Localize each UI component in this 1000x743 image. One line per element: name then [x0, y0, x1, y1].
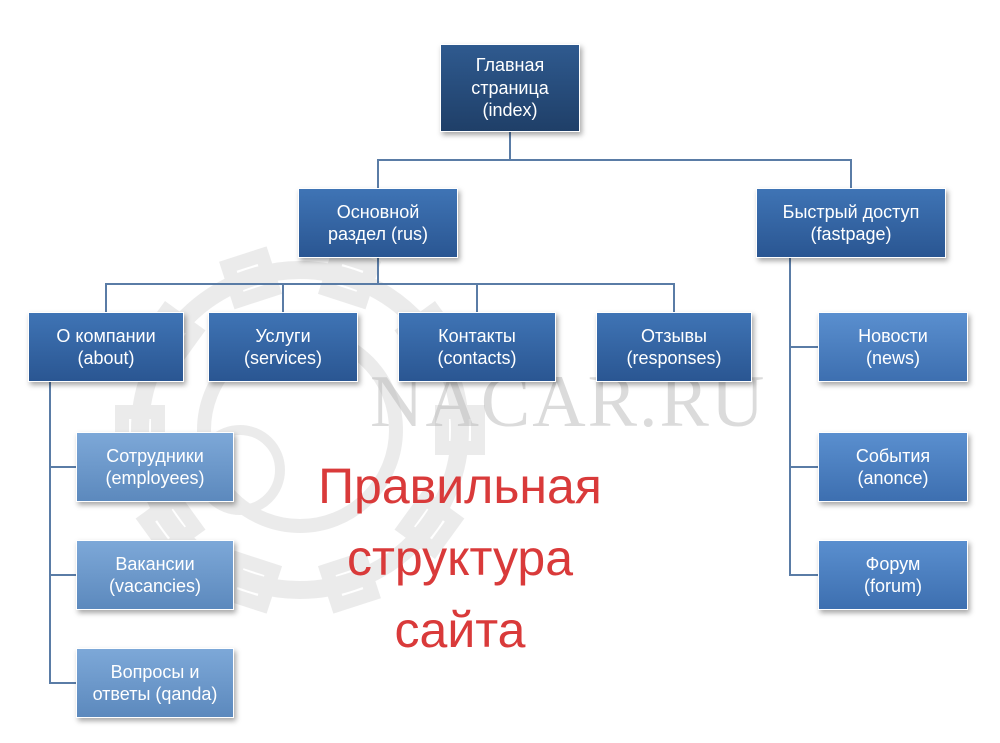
org-chart: Главнаястраница(index) Основнойраздел (ru…	[0, 0, 1000, 743]
node-index-line1: Главная	[476, 54, 545, 77]
node-contacts-line2: (contacts)	[437, 347, 516, 370]
node-responses-line1: Отзывы	[641, 325, 707, 348]
node-responses: Отзывы(responses)	[596, 312, 752, 382]
node-vacancies-line2: (vacancies)	[109, 575, 201, 598]
node-fastpage-line1: Быстрый доступ	[783, 201, 920, 224]
node-rus-line1: Основной	[337, 201, 420, 224]
node-index: Главнаястраница(index)	[440, 44, 580, 132]
node-services: Услуги(services)	[208, 312, 358, 382]
node-about-line1: О компании	[56, 325, 155, 348]
node-qanda-line1: Вопросы и	[111, 661, 200, 684]
node-fastpage: Быстрый доступ(fastpage)	[756, 188, 946, 258]
node-services-line2: (services)	[244, 347, 322, 370]
node-services-line1: Услуги	[255, 325, 310, 348]
node-index-line3: (index)	[482, 99, 537, 122]
node-employees: Сотрудники(employees)	[76, 432, 234, 502]
node-about-line2: (about)	[77, 347, 134, 370]
node-vacancies: Вакансии(vacancies)	[76, 540, 234, 610]
node-about: О компании(about)	[28, 312, 184, 382]
node-rus: Основнойраздел (rus)	[298, 188, 458, 258]
node-forum-line2: (forum)	[864, 575, 922, 598]
node-qanda-line2: ответы (qanda)	[93, 683, 218, 706]
node-employees-line2: (employees)	[105, 467, 204, 490]
node-anonce-line2: (anonce)	[857, 467, 928, 490]
node-employees-line1: Сотрудники	[106, 445, 204, 468]
node-qanda: Вопросы иответы (qanda)	[76, 648, 234, 718]
node-anonce: События(anonce)	[818, 432, 968, 502]
node-news: Новости(news)	[818, 312, 968, 382]
node-contacts-line1: Контакты	[438, 325, 516, 348]
node-anonce-line1: События	[856, 445, 930, 468]
node-contacts: Контакты(contacts)	[398, 312, 556, 382]
node-forum: Форум(forum)	[818, 540, 968, 610]
node-fastpage-line2: (fastpage)	[810, 223, 891, 246]
node-news-line2: (news)	[866, 347, 920, 370]
node-rus-line2: раздел (rus)	[328, 223, 428, 246]
node-news-line1: Новости	[858, 325, 928, 348]
node-vacancies-line1: Вакансии	[115, 553, 194, 576]
node-index-line2: страница	[471, 77, 549, 100]
node-forum-line1: Форум	[866, 553, 921, 576]
node-responses-line2: (responses)	[626, 347, 721, 370]
